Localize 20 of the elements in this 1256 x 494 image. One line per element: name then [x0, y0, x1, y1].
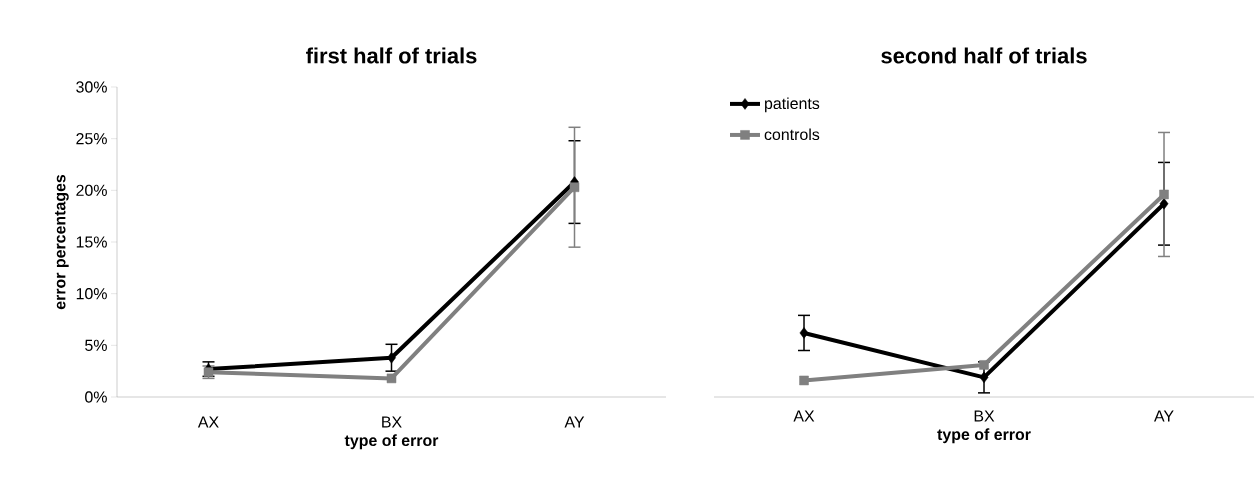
x-tick-label: AY [1154, 410, 1174, 422]
x-tick-label: BX [974, 410, 995, 422]
x-tick-label: AX [793, 410, 815, 422]
x-axis-title: type of error [344, 434, 439, 450]
x-tick-label: AY [564, 416, 585, 428]
x-tick-label: BX [382, 416, 402, 428]
legend-label: controls [764, 128, 820, 141]
y-tick-label: 15% [76, 236, 107, 248]
chart-title: first half of trials [306, 47, 477, 64]
chart-title: second half of trials [881, 47, 1087, 64]
y-tick-label: 30% [76, 81, 107, 93]
y-tick-label: 5% [85, 339, 107, 351]
y-axis-title: error percentages [54, 174, 69, 310]
y-tick-label: 20% [76, 184, 107, 196]
y-tick-label: 0% [85, 391, 107, 403]
y-tick-label: 10% [76, 288, 107, 300]
x-axis-title: type of error [937, 428, 1031, 444]
x-tick-label: AX [197, 416, 219, 428]
y-tick-label: 25% [76, 133, 107, 145]
legend-label: patients [765, 97, 820, 113]
